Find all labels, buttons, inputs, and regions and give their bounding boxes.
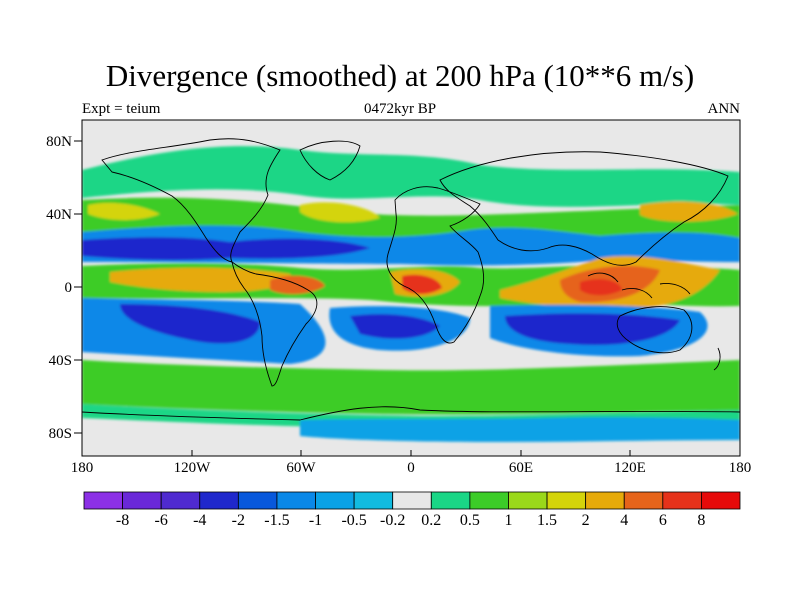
colorbar-box xyxy=(585,491,625,510)
colorbar-box xyxy=(623,491,664,510)
field-region xyxy=(300,417,740,442)
time-label: 0472kyr BP xyxy=(363,101,437,117)
coastlines xyxy=(82,138,740,421)
colorbar-label: -1.5 xyxy=(264,512,290,529)
colorbar-box xyxy=(662,491,702,510)
colorbar-box xyxy=(353,491,394,510)
coastline xyxy=(659,283,691,295)
field-layer xyxy=(82,120,740,456)
colorbar-box xyxy=(469,491,509,510)
lon-tick-label: 180 xyxy=(71,460,94,476)
plot-title: Divergence (smoothed) at 200 hPa (10**6 … xyxy=(105,58,695,93)
coastline xyxy=(101,138,281,263)
field-region xyxy=(402,274,442,294)
field-region xyxy=(300,202,380,223)
coastline xyxy=(587,272,619,283)
colorbar-box xyxy=(237,491,278,510)
colorbar-box xyxy=(546,491,587,510)
coastline xyxy=(386,186,485,344)
colorbar-label: -0.5 xyxy=(341,512,367,529)
colorbar-label: 2 xyxy=(581,512,590,529)
coastline xyxy=(621,287,653,299)
colorbar-box xyxy=(199,491,239,510)
coastline xyxy=(439,151,729,266)
coastline xyxy=(713,347,721,371)
lon-tick-label: 180 xyxy=(729,460,752,476)
colorbar-label: -2 xyxy=(231,512,246,529)
colorbar-label: 6 xyxy=(658,512,667,529)
lon-tick-label: 0 xyxy=(407,460,415,476)
season-label: ANN xyxy=(707,101,741,117)
colorbar-label: -8 xyxy=(115,512,130,529)
colorbar xyxy=(83,491,741,510)
coastline xyxy=(299,140,361,181)
field-region xyxy=(580,279,622,296)
lon-tick-label: 120E xyxy=(614,460,646,476)
lat-tick-labels: 80N 40N 0 40S 80S xyxy=(46,134,72,442)
colorbar-label: 8 xyxy=(697,512,706,529)
colorbar-label: 1 xyxy=(504,512,513,529)
colorbar-box xyxy=(83,491,123,510)
lat-tick-label: 40S xyxy=(49,353,72,369)
colorbar-box xyxy=(701,491,741,510)
lat-tick-label: 80S xyxy=(49,426,72,442)
colorbar-box xyxy=(160,491,201,510)
field-region xyxy=(350,314,440,339)
field-region xyxy=(120,304,260,344)
lon-ticks xyxy=(81,450,741,456)
colorbar-box xyxy=(430,491,471,510)
field-region xyxy=(82,360,740,415)
field-region xyxy=(110,267,292,292)
lat-tick-label: 40N xyxy=(46,207,72,223)
experiment-label: Expt = teium xyxy=(82,101,161,117)
field-region xyxy=(640,201,738,222)
coastline xyxy=(231,260,318,387)
colorbar-label: 1.5 xyxy=(537,512,558,529)
lat-tick-label: 0 xyxy=(65,280,73,296)
lon-tick-label: 60W xyxy=(286,460,316,476)
coastline xyxy=(82,406,740,421)
colorbar-label: 0.5 xyxy=(459,512,480,529)
field-region xyxy=(88,202,160,220)
colorbar-label: -4 xyxy=(193,512,207,529)
coastline xyxy=(616,306,693,354)
colorbar-box xyxy=(276,491,316,510)
lon-tick-label: 60E xyxy=(509,460,533,476)
lon-tick-label: 120W xyxy=(174,460,212,476)
colorbar-box xyxy=(508,491,548,510)
field-region xyxy=(82,237,370,261)
colorbar-label: 0.2 xyxy=(421,512,442,529)
colorbar-label: -6 xyxy=(154,512,168,529)
lon-tick-labels: 180 120W 60W 0 60E 120E 180 xyxy=(71,460,752,476)
colorbar-box xyxy=(392,491,432,510)
lat-tick-label: 80N xyxy=(46,134,72,150)
field-region xyxy=(505,313,680,345)
lat-ticks xyxy=(74,140,82,434)
field-region xyxy=(82,146,740,207)
colorbar-box xyxy=(122,491,162,510)
colorbar-label: 4 xyxy=(620,512,629,529)
colorbar-box xyxy=(315,491,355,510)
colorbar-label: -0.2 xyxy=(380,512,406,529)
colorbar-label: -1 xyxy=(308,512,323,529)
